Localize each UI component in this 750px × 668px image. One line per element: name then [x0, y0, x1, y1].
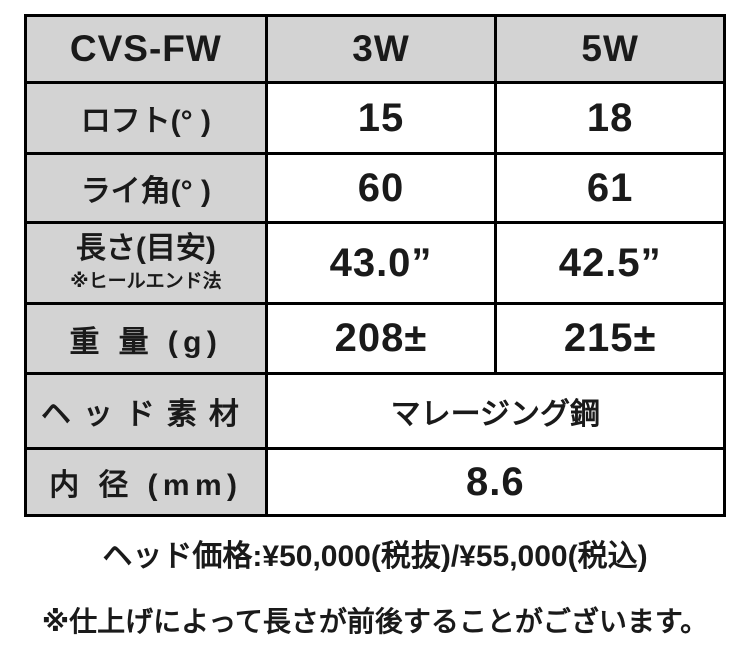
loft-value-5w: 18	[494, 81, 726, 155]
weight-value-3w: 208±	[264, 302, 498, 375]
row-label-head-material: ヘッド素材	[24, 372, 268, 450]
table-row-head-material: ヘッド素材 マレージング鋼	[24, 372, 727, 450]
table-row-length: 長さ(目安) ※ヒールエンド法 43.0” 42.5”	[24, 221, 726, 305]
table-row-loft: ロフト(° ) 15 18	[24, 81, 726, 155]
lie-value-3w: 60	[264, 152, 498, 224]
row-label-loft: ロフト(° )	[24, 81, 268, 155]
length-label-note: ※ヒールエンド法	[70, 271, 222, 293]
spec-table: CVS-FW 3W 5W ロフト(° ) 15 18 ライ角(° ) 60 61…	[24, 14, 727, 517]
finish-disclaimer-text: ※仕上げによって長さが前後することがございます。	[41, 606, 709, 637]
model-name-cell: CVS-FW	[24, 14, 268, 84]
length-label-main: 長さ(目安)	[75, 231, 216, 265]
row-label-length: 長さ(目安) ※ヒールエンド法	[24, 221, 268, 305]
row-label-inner-diameter: 内 径 (mm)	[24, 447, 268, 517]
loft-value-3w: 15	[264, 81, 498, 155]
column-header-3w: 3W	[264, 14, 498, 84]
head-material-value: マレージング鋼	[264, 372, 727, 450]
lie-value-5w: 61	[494, 152, 726, 224]
table-row-lie-angle: ライ角(° ) 60 61	[24, 152, 726, 224]
row-label-lie-angle: ライ角(° )	[24, 152, 268, 224]
table-row-inner-diameter: 内 径 (mm) 8.6	[24, 447, 727, 517]
head-price-text: ヘッド価格:¥50,000(税抜)/¥55,000(税込)	[102, 540, 648, 573]
column-header-5w: 5W	[494, 14, 726, 84]
length-value-5w: 42.5”	[494, 221, 726, 305]
row-label-weight: 重 量 (g)	[24, 302, 268, 375]
table-row-weight: 重 量 (g) 208± 215±	[24, 302, 726, 375]
inner-diameter-value: 8.6	[264, 447, 727, 517]
weight-value-5w: 215±	[494, 302, 726, 375]
table-header-row: CVS-FW 3W 5W	[24, 14, 726, 84]
length-value-3w: 43.0”	[264, 221, 498, 305]
